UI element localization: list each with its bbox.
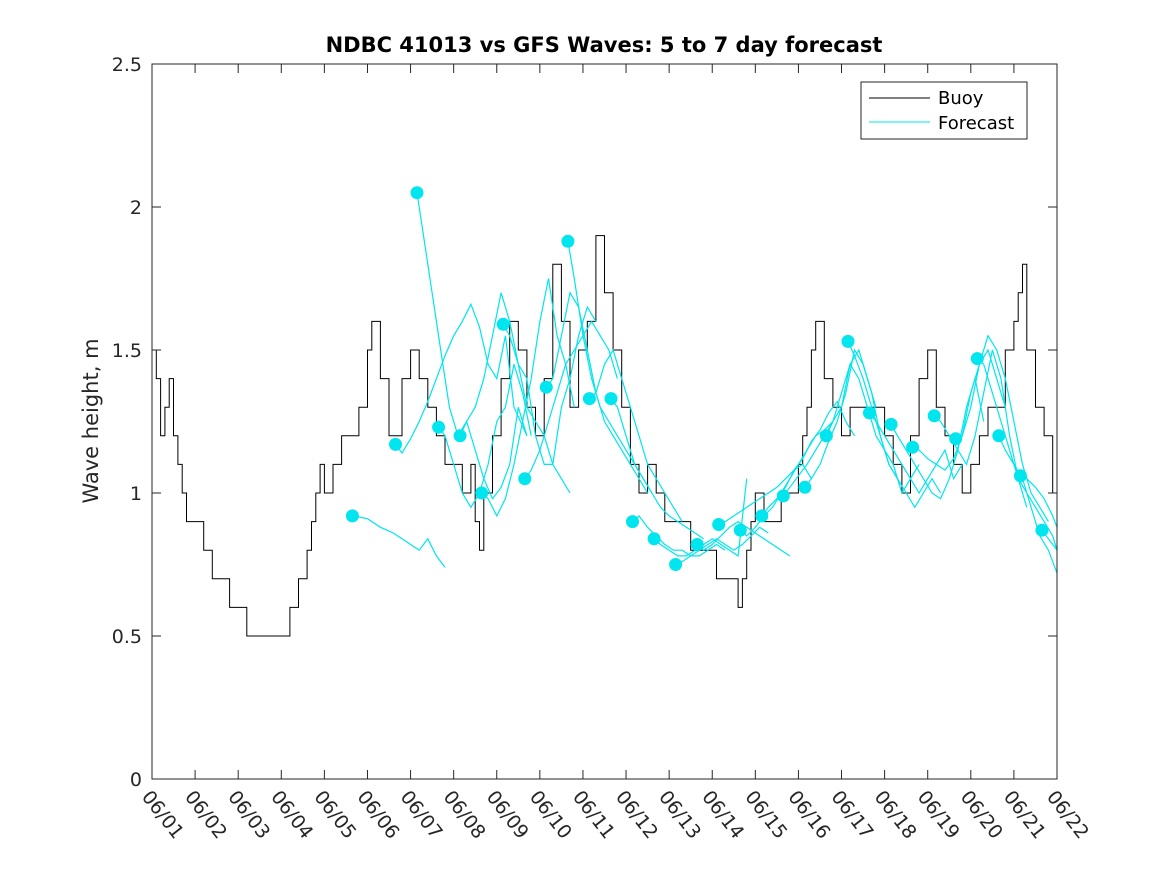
forecast-line-27: [933, 349, 1028, 508]
forecast-start-point-13: [626, 515, 639, 529]
forecast-start-point-1: [345, 509, 359, 523]
y-tick-label: 1: [130, 483, 142, 505]
y-tick-label: 2: [130, 197, 142, 219]
legend-forecast-label: Forecast: [938, 113, 1014, 134]
forecast-line-11: [589, 348, 683, 522]
forecast-start-point-32: [1035, 523, 1049, 537]
forecast-start-point-21: [798, 480, 812, 494]
forecast-start-point-14: [647, 532, 661, 546]
forecast-start-point-20: [776, 489, 790, 503]
forecast-line-28: [955, 334, 1049, 522]
forecast-start-point-2: [389, 437, 402, 451]
forecast-start-point-15: [669, 558, 683, 571]
forecast-start-point-19: [755, 509, 769, 523]
forecast-line-26: [912, 348, 1006, 471]
forecast-line-30: [998, 435, 1058, 574]
forecast-start-point-7: [496, 317, 510, 331]
y-tick-label: 2.5: [112, 54, 142, 76]
forecast-start-point-24: [863, 406, 876, 420]
legend: Buoy Forecast: [860, 81, 1028, 140]
forecast-start-point-10: [561, 234, 575, 248]
forecast-line-8: [524, 320, 618, 480]
forecast-line-13: [632, 515, 726, 557]
forecast-start-point-8: [518, 472, 532, 486]
forecast-start-point-18: [733, 523, 747, 537]
y-tick-label: 0: [130, 769, 142, 791]
forecast-start-point-26: [906, 440, 920, 454]
y-tick-label: 0.5: [112, 626, 142, 648]
forecast-start-point-5: [453, 429, 467, 443]
y-axis-label: Wave height, m: [79, 338, 103, 503]
chart-title: NDBC 41013 vs GFS Waves: 5 to 7 day fore…: [326, 33, 883, 57]
forecast-line-15: [675, 526, 769, 566]
forecast-line-3: [416, 192, 528, 500]
forecast-start-point-28: [949, 432, 963, 446]
forecast-start-point-30: [992, 429, 1006, 443]
forecast-start-point-31: [1013, 469, 1027, 483]
forecast-start-point-11: [582, 392, 596, 406]
forecast-line-25: [890, 378, 985, 500]
forecast-line-20: [782, 348, 877, 497]
forecast-start-point-23: [841, 334, 855, 348]
forecast-line-19: [761, 400, 856, 517]
forecast-line-5: [459, 292, 571, 494]
forecast-start-point-6: [475, 486, 489, 500]
forecast-start-point-27: [927, 409, 941, 423]
y-tick-label: 1.5: [112, 340, 142, 362]
forecast-line-24: [869, 412, 963, 495]
forecast-line-22: [825, 362, 920, 495]
forecast-start-point-22: [819, 429, 833, 443]
forecast-start-point-3: [410, 186, 424, 200]
forecast-line-12: [610, 398, 704, 540]
forecast-start-point-29: [970, 352, 984, 366]
forecast-series: [345, 186, 1058, 574]
forecast-start-point-12: [604, 392, 618, 406]
forecast-line-7: [502, 305, 597, 465]
forecast-start-point-25: [884, 417, 898, 431]
forecast-start-point-17: [712, 518, 726, 531]
forecast-line-1: [352, 515, 446, 568]
legend-buoy-label: Buoy: [938, 88, 984, 109]
forecast-start-point-9: [539, 380, 553, 394]
plot-area: 00.511.522.506/0106/0206/0306/0406/0506/…: [112, 54, 1093, 843]
forecast-start-point-16: [690, 538, 704, 551]
forecast-line-2: [395, 302, 528, 455]
axes-box: [151, 63, 1058, 780]
forecast-start-point-4: [432, 420, 446, 434]
legend-box: [860, 81, 1028, 140]
forecast-line-6: [481, 278, 575, 518]
forecast-line-4: [438, 364, 532, 509]
forecast-line-23: [847, 341, 942, 509]
